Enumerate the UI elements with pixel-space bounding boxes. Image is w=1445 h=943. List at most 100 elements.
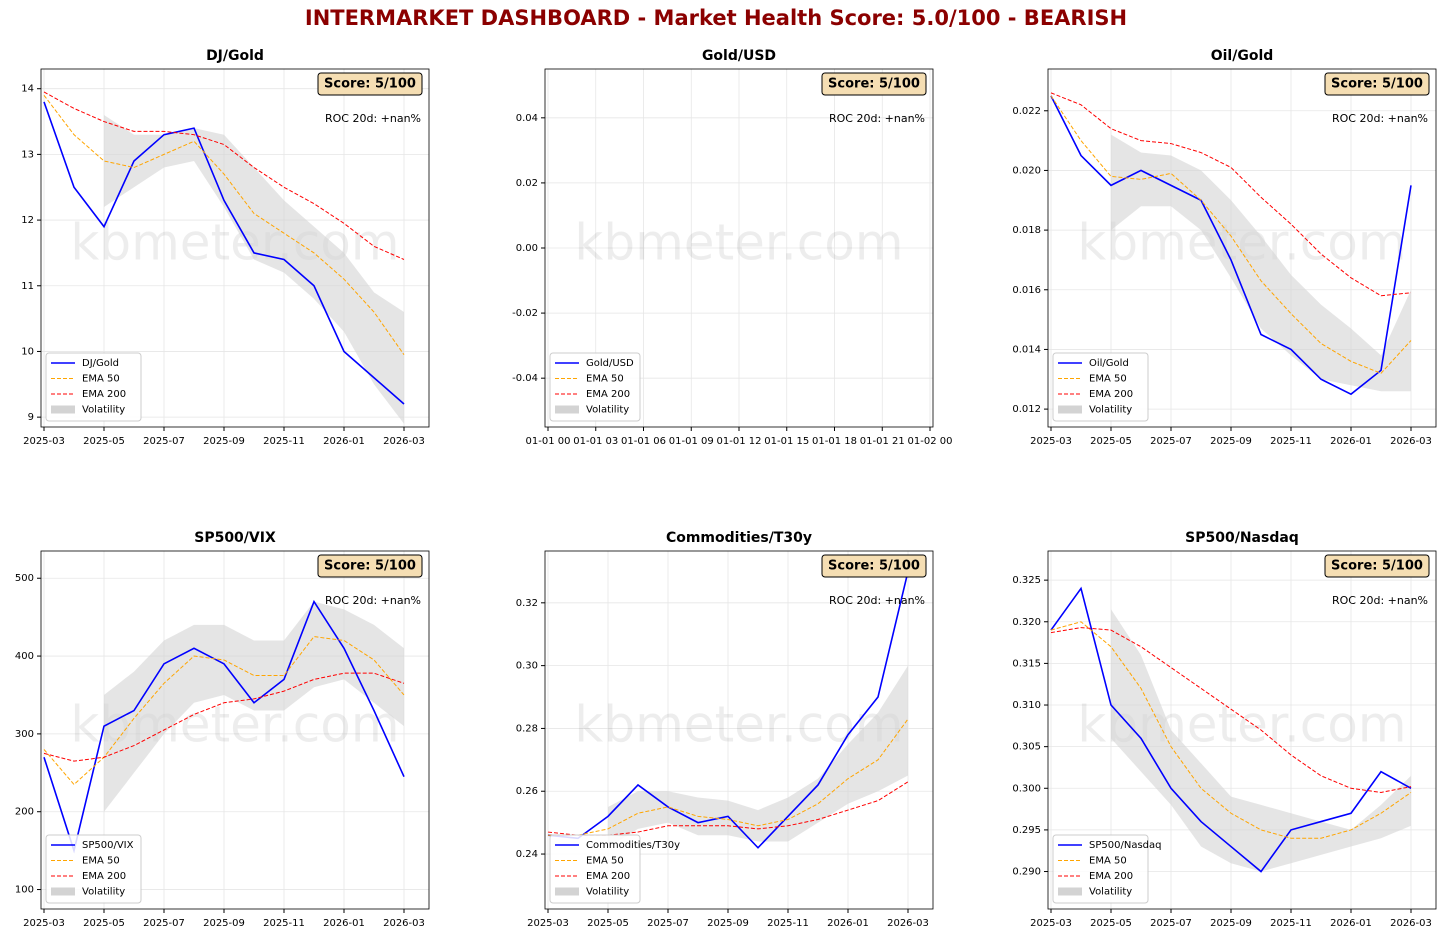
score-box [821, 554, 927, 578]
score-label: Score: 5/100 [324, 77, 416, 92]
legend-label: Oil/Gold [1089, 358, 1129, 369]
plot-frame [40, 550, 430, 910]
y-tick-label: 0.320 [1012, 617, 1041, 628]
chart-title: Commodities/T30y [666, 530, 812, 546]
series-line [43, 599, 405, 854]
y-tick-label: 200 [15, 807, 34, 818]
x-tick-label: 2025-11 [1270, 918, 1312, 929]
series-line [1050, 627, 1412, 793]
legend-label: EMA 50 [82, 856, 120, 867]
x-tick-label: 2025-07 [1150, 918, 1192, 929]
chart-panel: DJ/Gold 9 10 11 12 13 14 2025-03 2025-05 2025-07 2… [21, 48, 430, 447]
chart-panel: SP500/VIX 100 200 300 400 500 2025-03 2025-05 20… [15, 530, 430, 929]
y-tick-label: 0.020 [1012, 165, 1041, 176]
score-box [1324, 72, 1430, 96]
plot-frame [1047, 68, 1437, 428]
x-tick-label: 01-01 06 [621, 436, 666, 447]
roc-label: ROC 20d: +nan% [829, 112, 925, 125]
legend-label: EMA 50 [586, 856, 624, 867]
y-tick-label: 0.022 [1012, 106, 1041, 117]
y-tick-label: 500 [15, 573, 34, 584]
x-tick-label: 2025-03 [527, 918, 569, 929]
x-tick-label: 2026-01 [323, 918, 365, 929]
legend-swatch [1058, 887, 1082, 896]
y-tick-label: 0.32 [516, 598, 538, 609]
watermark: kbmeter.com [574, 214, 903, 272]
x-tick-label: 2025-05 [83, 918, 125, 929]
legend-label: EMA 200 [82, 871, 126, 882]
legend-label: EMA 200 [1089, 389, 1133, 400]
x-tick-label: 2025-03 [1030, 918, 1072, 929]
legend-label: EMA 50 [82, 374, 120, 385]
score-box [317, 554, 423, 578]
x-tick-label: 2025-03 [23, 436, 65, 447]
roc-label: ROC 20d: +nan% [829, 594, 925, 607]
y-tick-label: 0.24 [516, 849, 538, 860]
legend-swatch [555, 405, 579, 414]
y-tick-label: 0.018 [1012, 225, 1041, 236]
x-tick-label: 2025-07 [143, 436, 185, 447]
x-tick-label: 2025-11 [263, 918, 305, 929]
x-tick-label: 01-02 00 [908, 436, 953, 447]
y-tick-label: 14 [21, 84, 34, 95]
chart-title: DJ/Gold [206, 48, 264, 64]
y-tick-label: 0.00 [516, 243, 538, 254]
legend-label: EMA 50 [1089, 374, 1127, 385]
volatility-band [104, 114, 404, 424]
x-tick-label: 01-01 00 [526, 436, 571, 447]
legend-label: EMA 200 [586, 389, 630, 400]
legend-label: Gold/USD [586, 358, 634, 369]
y-tick-label: 0.295 [1012, 825, 1041, 836]
y-tick-label: 300 [15, 729, 34, 740]
legend-swatch [1058, 405, 1082, 414]
y-tick-label: 0.325 [1012, 575, 1041, 586]
y-tick-label: 9 [28, 412, 34, 423]
roc-label: ROC 20d: +nan% [325, 594, 421, 607]
legend-label: Volatility [586, 887, 629, 898]
chart-title: SP500/VIX [194, 530, 276, 546]
y-tick-label: 0.305 [1012, 742, 1041, 753]
legend-label: EMA 200 [1089, 871, 1133, 882]
x-tick-label: 2025-11 [767, 918, 809, 929]
x-tick-label: 2025-09 [203, 918, 245, 929]
x-tick-label: 2026-03 [1390, 918, 1432, 929]
y-tick-label: 0.016 [1012, 285, 1041, 296]
legend-label: SP500/VIX [82, 840, 134, 851]
x-tick-label: 2026-01 [1330, 436, 1372, 447]
y-tick-label: 0.26 [516, 786, 538, 797]
y-tick-label: 12 [21, 215, 34, 226]
legend-label: EMA 50 [1089, 856, 1127, 867]
x-tick-label: 01-01 09 [669, 436, 714, 447]
chart-panel: Commodities/T30y 0.24 0.26 0.28 0.30 0.32 2025… [516, 530, 934, 929]
y-tick-label: 10 [21, 346, 34, 357]
y-tick-label: 100 [15, 885, 34, 896]
y-tick-label: 0.02 [516, 178, 538, 189]
series-line [548, 718, 909, 836]
series-line [43, 101, 405, 405]
y-tick-label: 0.290 [1012, 867, 1041, 878]
legend-box [549, 352, 641, 422]
legend-box [1052, 352, 1149, 422]
y-tick-label: 11 [21, 281, 34, 292]
x-tick-label: 2025-05 [1090, 918, 1132, 929]
y-tick-label: 0.014 [1012, 344, 1041, 355]
y-tick-label: 0.300 [1012, 783, 1041, 794]
x-tick-label: 2025-11 [263, 436, 305, 447]
y-tick-label: 13 [21, 149, 34, 160]
x-tick-label: 2025-05 [83, 436, 125, 447]
y-tick-label: 0.012 [1012, 404, 1041, 415]
volatility-band [104, 601, 404, 812]
legend-box [45, 834, 142, 904]
x-tick-label: 2025-09 [1210, 918, 1252, 929]
series-line [1050, 95, 1412, 374]
series-line [1050, 95, 1412, 396]
y-tick-label: -0.02 [512, 308, 538, 319]
x-tick-label: 01-01 21 [860, 436, 905, 447]
x-tick-label: 01-01 18 [812, 436, 857, 447]
chart-panel: Oil/Gold 0.012 0.014 0.016 0.018 0.020 0.022 20… [1012, 48, 1437, 447]
legend-label: SP500/Nasdaq [1089, 840, 1161, 851]
x-tick-label: 2025-03 [1030, 436, 1072, 447]
series-line [1050, 92, 1412, 297]
